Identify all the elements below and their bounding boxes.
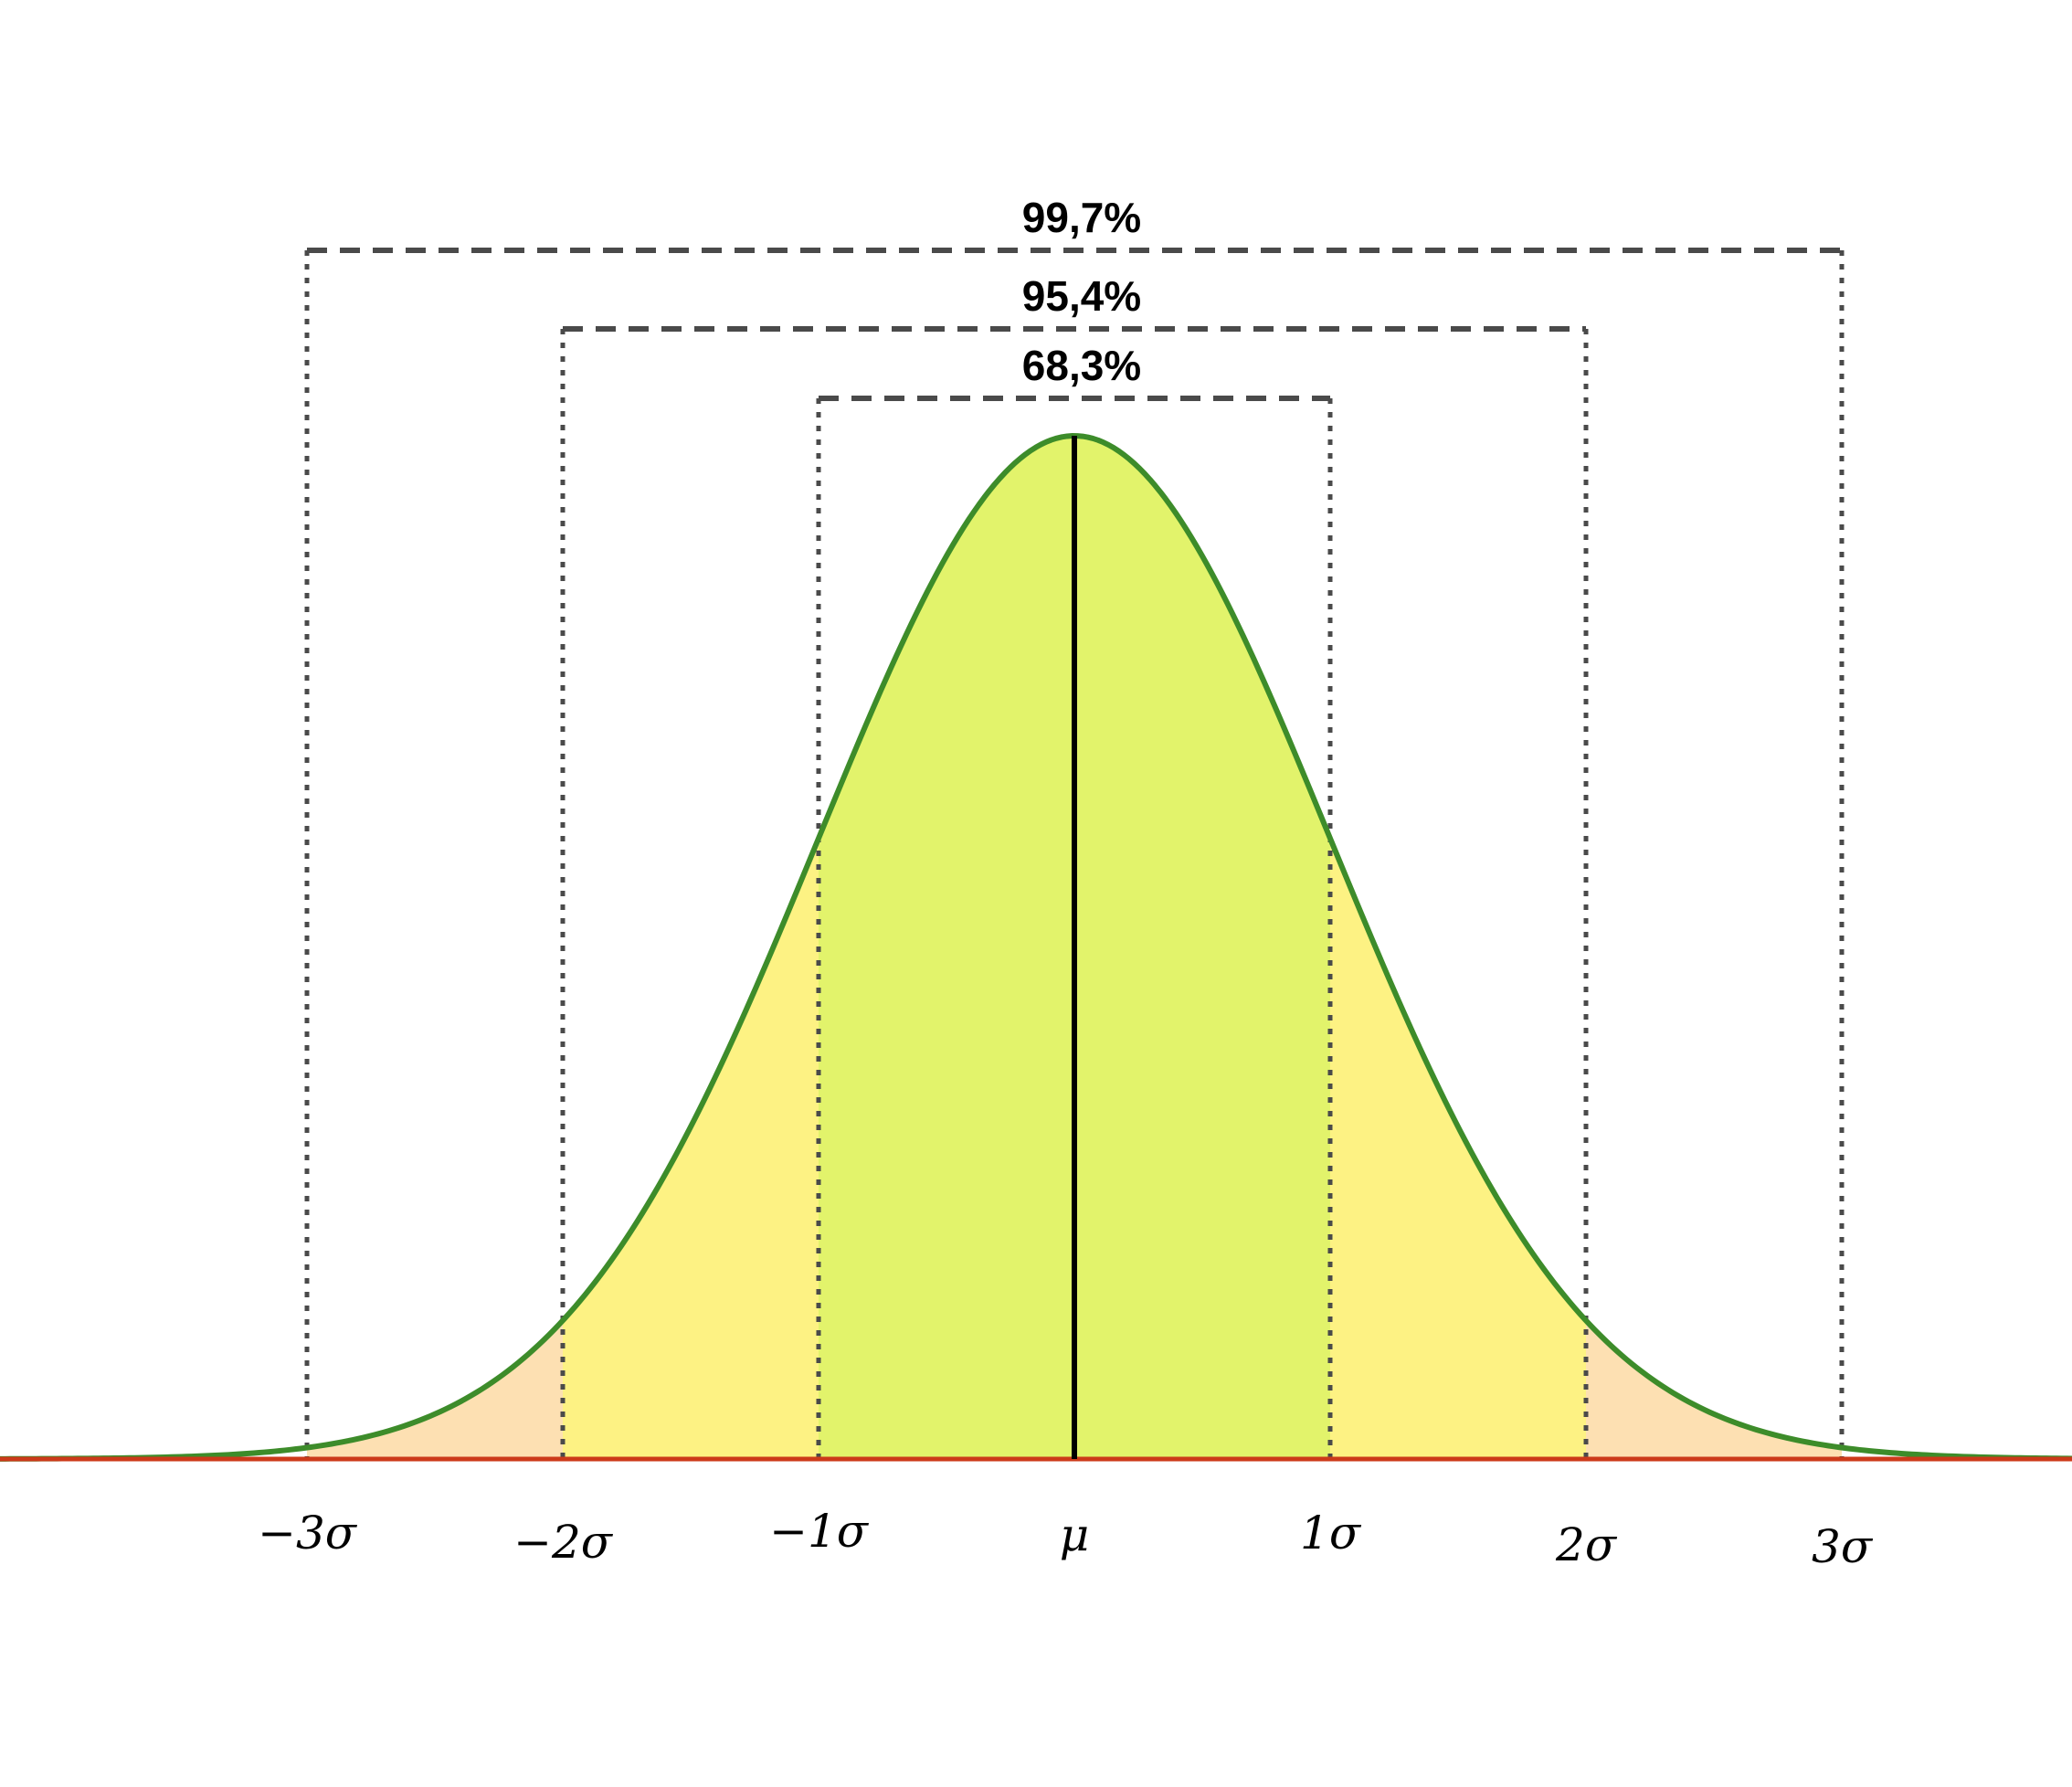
- band-area-3: [307, 1320, 563, 1459]
- x-tick-label-4: 1σ: [1300, 1507, 1362, 1560]
- x-tick-label-0: −3σ: [258, 1507, 358, 1560]
- band-area-4: [1586, 1320, 1842, 1459]
- x-tick-label-6: 3σ: [1812, 1520, 1874, 1573]
- x-tick-label-2: −1σ: [769, 1505, 870, 1558]
- interval-percent-label-1: 95,4%: [1022, 272, 1141, 320]
- labels-layer: 68,3% 95,4% 99,7% −3σ −2σ −1σ μ 1σ 2σ 3σ: [258, 194, 1874, 1573]
- x-tick-label-5: 2σ: [1555, 1518, 1618, 1571]
- bell-curve-line: [0, 433, 2072, 1462]
- interval-guides: [304, 248, 1845, 1459]
- x-tick-label-3: μ: [1060, 1508, 1090, 1561]
- interval-percent-label-0: 68,3%: [1022, 342, 1141, 389]
- interval-percent-label-2: 99,7%: [1022, 194, 1141, 241]
- x-tick-label-1: −2σ: [513, 1516, 614, 1569]
- curve-layer: [0, 433, 2072, 1462]
